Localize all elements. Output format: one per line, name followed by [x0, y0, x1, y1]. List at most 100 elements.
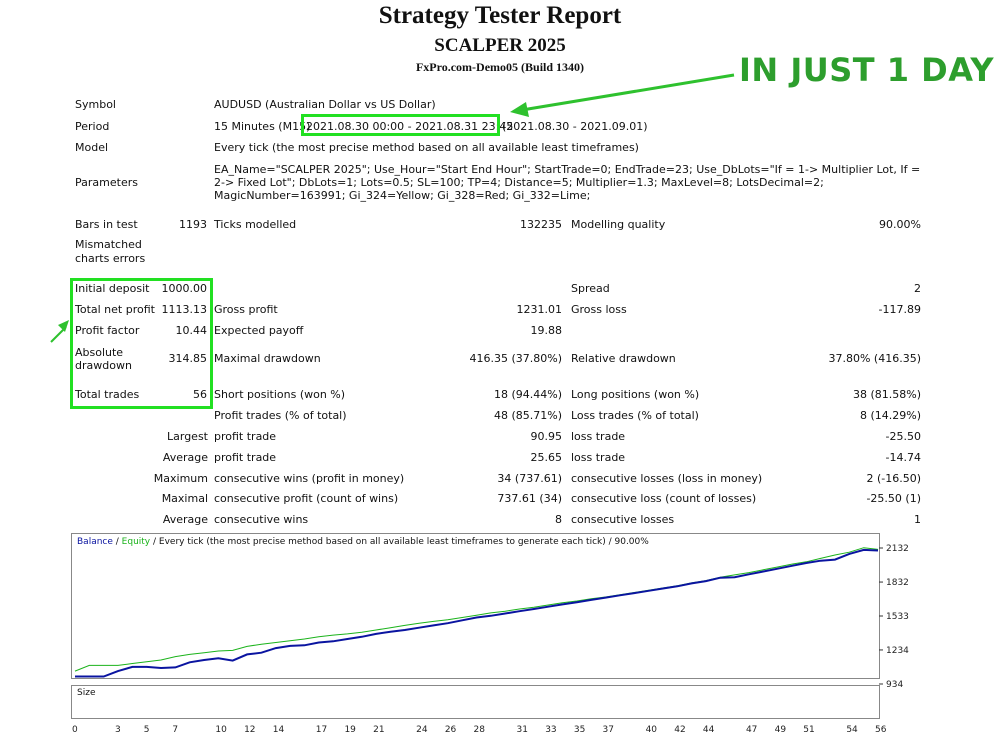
avg-consecutive-wins-value: 8	[555, 513, 562, 526]
x-tick-label: 28	[474, 725, 486, 735]
model-label: Model	[75, 141, 109, 154]
x-tick-label: 19	[344, 725, 356, 735]
x-tick-label: 17	[316, 725, 327, 735]
balance-chart-frame	[71, 533, 880, 679]
x-tick-label: 37	[603, 725, 614, 735]
x-tick-label: 56	[875, 725, 887, 735]
chart-legend: Balance / Equity / Every tick (the most …	[77, 537, 649, 548]
maximal-consecutive-loss-value: -25.50 (1)	[866, 492, 921, 505]
x-tick-label: 44	[703, 725, 715, 735]
absolute-dd-label-1: Absolute	[75, 346, 124, 359]
x-tick-label: 54	[846, 725, 858, 735]
short-positions-label: Short positions (won %)	[214, 388, 346, 401]
maximum-label: Maximum	[153, 472, 208, 485]
x-tick-label: 40	[646, 725, 658, 735]
server-build: FxPro.com-Demo05 (Build 1340)	[415, 60, 585, 74]
total-net-profit-label: Total net profit	[75, 303, 155, 316]
largest-label: Largest	[167, 430, 208, 443]
gross-profit-label: Gross profit	[214, 303, 278, 316]
x-tick-label: 33	[545, 725, 556, 735]
period-range: 2021.08.30 00:00 - 2021.08.31 23:45	[306, 120, 514, 133]
long-positions-value: 38 (81.58%)	[852, 388, 921, 401]
legend-equity: Equity	[121, 537, 151, 547]
average-loss-value: -14.74	[885, 451, 921, 464]
maximal-dd-label: Maximal drawdown	[214, 352, 321, 365]
ea-name: SCALPER 2025	[434, 35, 566, 56]
expected-payoff-value: 19.88	[530, 324, 563, 337]
mismatched-label-1: Mismatched	[75, 238, 142, 251]
arrow-to-stats-head	[58, 320, 69, 332]
x-tick-label: 0	[72, 725, 78, 735]
loss-trades-label: Loss trades (% of total)	[571, 409, 699, 422]
total-net-profit-value: 1113.13	[161, 303, 208, 316]
size-label: Size	[77, 688, 96, 698]
period-prefix: 15 Minutes (M15)	[214, 120, 311, 133]
largest-profit-label: profit trade	[214, 430, 277, 443]
largest-profit-value: 90.95	[530, 430, 563, 443]
promo-banner: IN JUST 1 DAY	[739, 51, 995, 89]
gross-profit-value: 1231.01	[516, 303, 563, 316]
balance-line	[75, 548, 879, 678]
spread-value: 2	[914, 282, 921, 295]
y-tick-label: 934	[886, 680, 903, 690]
gross-loss-value: -117.89	[878, 303, 921, 316]
x-tick-label: 5	[144, 725, 150, 735]
max-consecutive-wins-label: consecutive wins (profit in money)	[214, 472, 405, 485]
x-tick-label: 49	[775, 725, 787, 735]
maximal-label: Maximal	[161, 492, 208, 505]
legend-balance: Balance	[77, 537, 113, 547]
period-highlight-box	[301, 114, 500, 136]
initial-deposit-value: 1000.00	[161, 282, 208, 295]
total-trades-label: Total trades	[75, 388, 140, 401]
average-loss-label: loss trade	[571, 451, 626, 464]
long-positions-label: Long positions (won %)	[571, 388, 700, 401]
average-profit-value: 25.65	[530, 451, 563, 464]
stats-highlight-box	[70, 278, 213, 409]
parameters-value: EA_Name="SCALPER 2025"; Use_Hour="Start …	[214, 163, 921, 202]
profit-factor-label: Profit factor	[75, 324, 140, 337]
largest-loss-label: loss trade	[571, 430, 626, 443]
x-tick-label: 21	[373, 725, 384, 735]
legend-sep: /	[112, 537, 122, 547]
total-trades-value: 56	[193, 388, 207, 401]
x-tick-label: 14	[273, 725, 285, 735]
x-tick-label: 42	[674, 725, 685, 735]
max-consecutive-wins-value: 34 (737.61)	[497, 472, 562, 485]
avg-consecutive-losses-value: 1	[914, 513, 921, 526]
relative-dd-value: 37.80% (416.35)	[828, 352, 921, 365]
arrow-to-period-head	[510, 102, 529, 117]
x-tick-label: 24	[416, 725, 428, 735]
profit-trades-value: 48 (85.71%)	[493, 409, 562, 422]
y-tick-label: 1533	[886, 612, 909, 622]
ticks-value: 132235	[520, 218, 562, 231]
period-label: Period	[75, 120, 110, 133]
symbol-label: Symbol	[75, 98, 116, 111]
absolute-dd-label-2: drawdown	[75, 359, 132, 372]
x-tick-label: 31	[517, 725, 528, 735]
average-label: Average	[162, 451, 208, 464]
y-tick-label: 1832	[886, 578, 909, 588]
x-tick-label: 3	[115, 725, 121, 735]
bars-value: 1193	[179, 218, 207, 231]
mismatched-label-2: charts errors	[75, 252, 146, 265]
model-value: Every tick (the most precise method base…	[214, 141, 639, 154]
size-panel-frame	[71, 685, 880, 719]
bars-label: Bars in test	[75, 218, 138, 231]
avg-consecutive-label: Average	[162, 513, 208, 526]
x-tick-label: 35	[574, 725, 585, 735]
maximal-consecutive-profit-value: 737.61 (34)	[497, 492, 562, 505]
avg-consecutive-wins-label: consecutive wins	[214, 513, 309, 526]
x-tick-label: 7	[172, 725, 178, 735]
x-tick-label: 10	[215, 725, 227, 735]
profit-factor-value: 10.44	[175, 324, 208, 337]
expected-payoff-label: Expected payoff	[214, 324, 304, 337]
maximal-consecutive-loss-label: consecutive loss (count of losses)	[571, 492, 757, 505]
max-consecutive-losses-value: 2 (-16.50)	[866, 472, 921, 485]
quality-value: 90.00%	[879, 218, 921, 231]
largest-loss-value: -25.50	[885, 430, 921, 443]
parameters-label: Parameters	[75, 176, 138, 189]
equity-line	[74, 547, 879, 672]
x-tick-label: 12	[244, 725, 255, 735]
